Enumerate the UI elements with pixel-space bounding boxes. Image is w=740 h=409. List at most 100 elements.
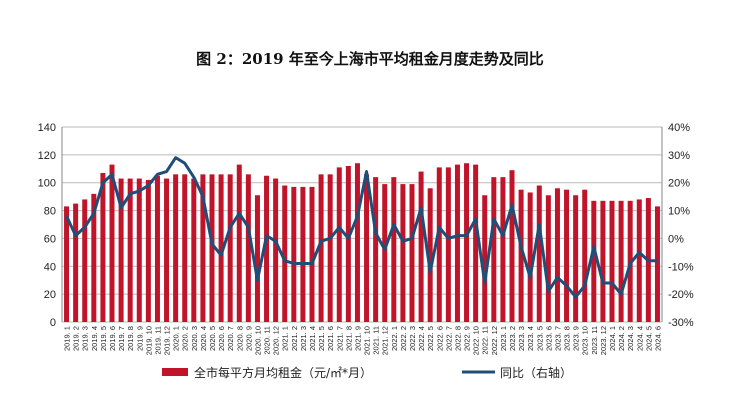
x-tick-label: 2019. 10 (144, 326, 153, 355)
bar (264, 175, 270, 322)
bar (527, 192, 533, 322)
bar (245, 174, 251, 322)
x-tick-label: 2021. 3 (299, 326, 308, 351)
x-tick-label: 2021. 4 (308, 326, 317, 351)
bar (400, 184, 406, 322)
left-tick-label: 20 (44, 289, 56, 301)
x-tick-label: 2021. 12 (381, 326, 390, 355)
bar (482, 195, 488, 322)
x-tick-label: 2023. 5 (535, 326, 544, 351)
bar (654, 206, 660, 322)
legend-line-label: 同比（右轴） (500, 365, 572, 380)
bar (382, 184, 388, 322)
x-tick-label: 2022. 11 (481, 326, 490, 355)
bar (82, 199, 88, 322)
x-tick-label: 2022. 2 (399, 326, 408, 351)
x-tick-label: 2023. 6 (544, 326, 553, 351)
left-tick-label: 80 (44, 206, 56, 218)
bar (582, 189, 588, 322)
bar (73, 203, 79, 322)
x-tick-label: 2021. 7 (335, 326, 344, 351)
x-tick-label: 2024. 6 (653, 326, 662, 351)
x-tick-label: 2020. 10 (253, 326, 262, 355)
x-tick-label: 2020. 7 (226, 326, 235, 351)
x-tick-label: 2022. 6 (435, 326, 444, 351)
bar (209, 174, 215, 322)
x-tick-label: 2019. 5 (99, 326, 108, 351)
bar (291, 186, 297, 322)
bar (154, 175, 160, 322)
legend-bar-swatch (162, 368, 188, 376)
bar (600, 200, 606, 322)
right-tick-label: -10% (668, 261, 694, 273)
x-tick-label: 2022. 10 (472, 326, 481, 355)
x-tick-label: 2022. 4 (417, 326, 426, 351)
bar (64, 206, 70, 322)
x-tick-label: 2023. 9 (572, 326, 581, 351)
bar (318, 174, 324, 322)
bar (145, 179, 151, 322)
x-tick-label: 2019. 6 (108, 326, 117, 351)
x-tick-label: 2020. 9 (244, 326, 253, 351)
bar (409, 184, 415, 322)
bar (200, 174, 206, 322)
x-tick-label: 2019. 11 (153, 326, 162, 355)
bar (536, 185, 542, 322)
x-tick-label: 2023. 11 (590, 326, 599, 355)
x-tick-label: 2023. 8 (563, 326, 572, 351)
bar (345, 166, 351, 322)
right-tick-label: 10% (668, 206, 690, 218)
bar (454, 164, 460, 322)
bar (254, 195, 260, 322)
x-tick-label: 2020. 1 (172, 326, 181, 351)
x-tick-label: 2021. 8 (344, 326, 353, 351)
left-tick-label: 120 (38, 150, 56, 162)
right-tick-label: 40% (668, 122, 690, 134)
bar (118, 178, 124, 322)
bar (445, 167, 451, 322)
x-tick-label: 2021. 6 (326, 326, 335, 351)
x-tick-label: 2019. 8 (126, 326, 135, 351)
x-tick-label: 2022. 8 (453, 326, 462, 351)
x-tick-label: 2023. 12 (599, 326, 608, 355)
x-tick-label: 2020. 6 (217, 326, 226, 351)
x-tick-label: 2022. 5 (426, 326, 435, 351)
bar (464, 163, 470, 322)
x-tick-label: 2022. 1 (390, 326, 399, 351)
bar (427, 188, 433, 322)
yoy-line (65, 156, 658, 299)
x-tick-label: 2019. 3 (81, 326, 90, 351)
x-tick-label: 2022. 3 (408, 326, 417, 351)
bar (273, 178, 279, 322)
left-tick-label: 60 (44, 233, 56, 245)
chart-title: 图 2：2019 年至今上海市平均租金月度走势及同比 (196, 50, 544, 68)
x-tick-label: 2024. 4 (635, 326, 644, 351)
x-tick-label: 2021. 10 (363, 326, 372, 355)
bar (391, 177, 397, 322)
x-tick-label: 2023. 7 (553, 326, 562, 351)
bar (518, 189, 524, 322)
bar (182, 174, 188, 322)
bar (164, 178, 170, 322)
x-tick-label: 2023. 10 (581, 326, 590, 355)
bar (436, 167, 442, 322)
x-tick-label: 2024. 3 (626, 326, 635, 351)
bar (500, 177, 506, 322)
x-tick-label: 2020. 12 (272, 326, 281, 355)
x-tick-label: 2020. 5 (208, 326, 217, 351)
legend-bar-label: 全市每平方月均租金（元/㎡*月） (194, 365, 372, 380)
x-tick-label: 2022. 9 (463, 326, 472, 351)
left-tick-label: 40 (44, 261, 56, 273)
bar (336, 167, 342, 322)
x-tick-label: 2020. 4 (199, 326, 208, 351)
right-tick-label: -30% (668, 317, 694, 329)
x-tick-label: 2020. 8 (235, 326, 244, 351)
bar (236, 164, 242, 322)
bar (636, 199, 642, 322)
x-tick-label: 2024. 5 (644, 326, 653, 351)
bar (282, 185, 288, 322)
right-tick-label: 30% (668, 150, 690, 162)
x-tick-label: 2021. 9 (353, 326, 362, 351)
left-tick-label: 0 (50, 317, 56, 329)
x-tick-label: 2023. 2 (508, 326, 517, 351)
